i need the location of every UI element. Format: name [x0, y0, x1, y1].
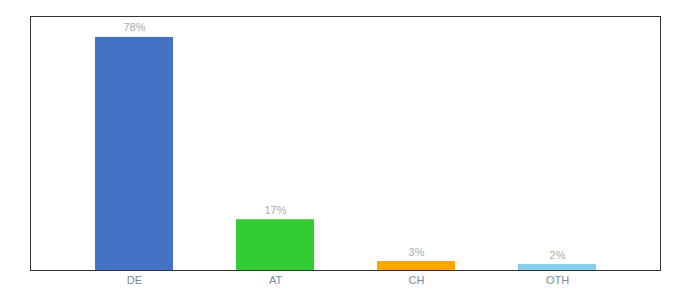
svg-text:2%: 2% [550, 249, 566, 261]
svg-text:OTH: OTH [546, 274, 569, 286]
svg-text:78%: 78% [123, 21, 145, 33]
svg-text:DE: DE [127, 274, 142, 286]
svg-text:AT: AT [269, 274, 283, 286]
svg-text:CH: CH [409, 274, 425, 286]
svg-text:3%: 3% [409, 246, 425, 258]
svg-text:17%: 17% [264, 204, 286, 216]
